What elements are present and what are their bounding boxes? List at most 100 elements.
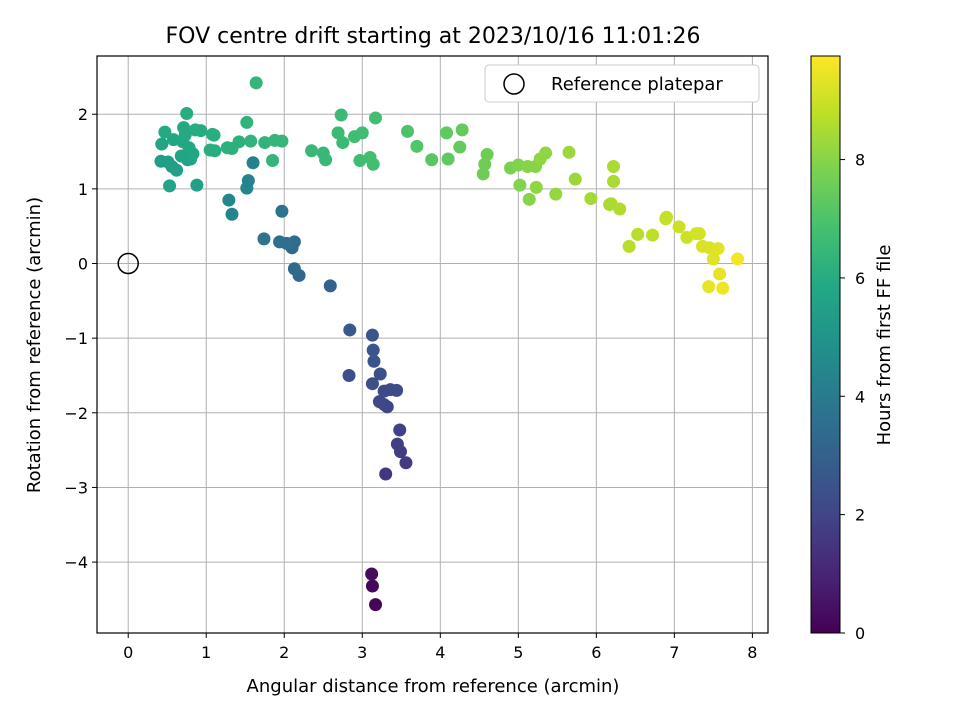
x-tick-label: 0 xyxy=(123,643,133,662)
data-point xyxy=(367,354,381,368)
data-point xyxy=(166,133,180,147)
data-point xyxy=(622,239,636,253)
data-point xyxy=(480,148,494,162)
data-point xyxy=(711,242,725,256)
data-point xyxy=(323,279,337,293)
chart-title: FOV centre drift starting at 2023/10/16 … xyxy=(166,24,701,49)
data-point xyxy=(539,146,553,160)
data-point xyxy=(249,76,263,90)
data-point xyxy=(401,124,415,138)
data-point xyxy=(476,167,490,181)
x-axis-label: Angular distance from reference (arcmin) xyxy=(247,676,620,697)
data-point xyxy=(369,598,383,612)
colorbar-tick-label: 8 xyxy=(855,151,865,170)
data-point xyxy=(410,139,424,153)
data-point xyxy=(186,147,200,161)
data-point xyxy=(425,153,439,167)
data-point xyxy=(331,126,345,140)
colorbar-tick-label: 0 xyxy=(855,624,865,643)
y-axis-ticks: −4 −3 −2 −1 0 1 2 xyxy=(64,105,97,572)
y-axis-label: Rotation from reference (arcmin) xyxy=(24,197,45,493)
colorbar xyxy=(810,55,841,634)
data-point xyxy=(155,137,169,151)
data-point xyxy=(441,152,455,166)
y-tick-label: −1 xyxy=(64,329,88,348)
data-point xyxy=(399,456,413,470)
data-point xyxy=(163,179,177,193)
data-point xyxy=(225,207,239,221)
data-point xyxy=(607,159,621,173)
y-tick-label: 2 xyxy=(78,105,88,124)
data-point xyxy=(273,235,287,249)
x-axis-ticks: 0 1 2 3 4 5 6 7 8 xyxy=(123,633,757,662)
data-point xyxy=(180,106,194,120)
data-point xyxy=(334,108,348,122)
x-tick-label: 1 xyxy=(201,643,211,662)
data-point xyxy=(205,127,219,141)
data-point xyxy=(455,123,469,137)
data-point xyxy=(440,126,454,140)
y-tick-label: −3 xyxy=(64,478,88,497)
data-point xyxy=(240,115,254,129)
data-point xyxy=(266,154,280,168)
reference-marker-group xyxy=(117,252,139,275)
data-point xyxy=(319,153,333,167)
data-point xyxy=(562,145,576,159)
colorbar-tick-label: 2 xyxy=(855,506,865,525)
data-point xyxy=(170,163,184,177)
colorbar-tick-label: 4 xyxy=(855,387,865,406)
data-point xyxy=(365,579,379,593)
data-point xyxy=(631,227,645,241)
legend-reference-marker xyxy=(503,73,525,95)
y-tick-label: 1 xyxy=(78,180,88,199)
data-point xyxy=(584,192,598,206)
data-point xyxy=(731,252,745,266)
legend-label: Reference platepar xyxy=(551,74,723,95)
data-point xyxy=(529,180,543,194)
x-tick-label: 4 xyxy=(435,643,445,662)
data-point xyxy=(194,124,208,138)
data-point xyxy=(372,395,386,409)
data-point xyxy=(366,343,380,357)
data-point xyxy=(257,232,271,246)
data-point xyxy=(174,149,188,163)
data-point xyxy=(716,281,730,295)
y-tick-label: 0 xyxy=(78,255,88,274)
data-point xyxy=(305,144,319,158)
legend-box xyxy=(484,64,760,103)
data-point xyxy=(607,174,621,188)
data-point xyxy=(190,178,204,192)
data-point xyxy=(713,267,727,281)
data-point xyxy=(660,210,674,224)
x-tick-label: 6 xyxy=(591,643,601,662)
data-point xyxy=(390,437,404,451)
data-point xyxy=(365,567,379,581)
data-point xyxy=(208,144,222,158)
data-point xyxy=(373,367,387,381)
data-point xyxy=(390,383,404,397)
y-tick-label: −2 xyxy=(64,404,88,423)
data-point xyxy=(369,111,383,125)
data-point xyxy=(158,125,172,139)
legend: Reference platepar xyxy=(484,64,760,103)
data-point xyxy=(342,368,356,382)
grid xyxy=(97,56,768,633)
colorbar-label: Hours from first FF file xyxy=(874,245,895,446)
data-point xyxy=(275,134,289,148)
reference-platepar-marker xyxy=(117,252,139,275)
data-point xyxy=(222,193,236,207)
data-point xyxy=(366,157,380,171)
data-point xyxy=(336,136,350,150)
data-point xyxy=(275,204,289,218)
data-point xyxy=(613,202,627,216)
data-point xyxy=(692,227,706,241)
data-point xyxy=(365,377,379,391)
data-point xyxy=(365,328,379,342)
data-point xyxy=(513,178,527,192)
x-tick-label: 2 xyxy=(279,643,289,662)
data-point xyxy=(232,135,246,149)
colorbar-ticks: 0 2 4 6 8 xyxy=(840,151,865,643)
data-point xyxy=(353,154,367,168)
data-points xyxy=(154,76,745,612)
